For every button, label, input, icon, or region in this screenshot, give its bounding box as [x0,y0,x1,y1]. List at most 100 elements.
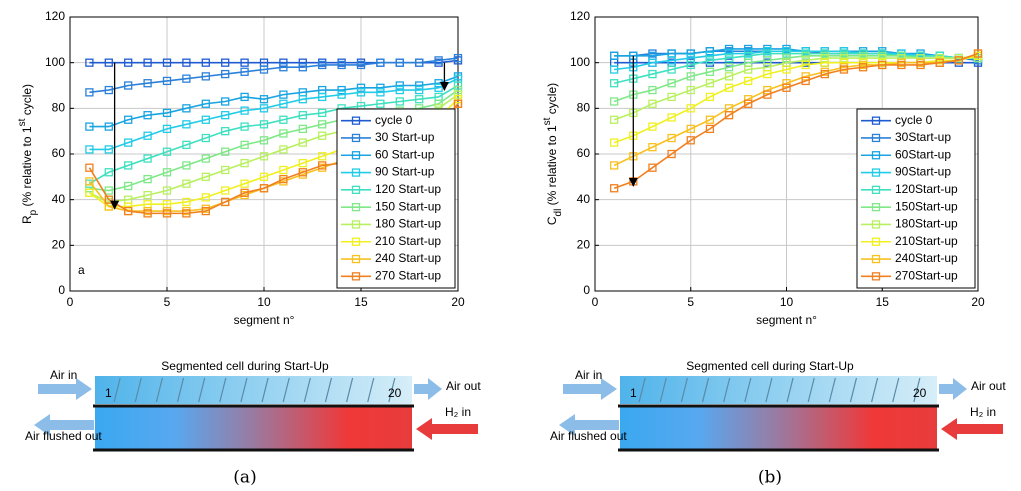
data-point [104,145,113,154]
data-point [801,51,810,60]
data-point [763,69,772,79]
data-point [376,83,385,92]
data-point [279,90,288,99]
data-point [801,60,810,70]
legend-label: 240 Start-up [375,251,441,265]
segment-divider [638,377,646,403]
data-point [201,193,210,202]
y-tick-label: 20 [577,238,591,252]
data-point [298,158,307,168]
legend-label: 90 Start-up [375,165,435,179]
data-point [453,95,463,104]
segment-divider [346,377,354,403]
air-in-arrow [563,378,617,400]
data-point [415,81,424,90]
data-point [820,69,829,79]
data-point [973,49,983,58]
data-point [259,104,269,113]
legend-label: 120Start-up [895,182,958,196]
data-point [667,65,676,74]
data-point [453,90,463,99]
legend-label: 210Start-up [895,234,958,248]
data-point [143,209,152,218]
data-point [143,190,152,200]
cell-channel [620,406,937,449]
legend-label: cycle 0 [895,113,933,127]
data-point [143,154,152,163]
data-point [298,124,307,134]
data-point [648,142,657,152]
data-point [318,161,327,170]
air-in-label: Air in [50,368,77,382]
data-point [182,74,191,83]
y-axis-label-part: st [17,118,28,126]
data-point [453,81,463,90]
y-tick-label: 80 [577,101,591,115]
data-point [801,72,810,81]
y-axis-label-part: st [542,117,553,125]
data-point [415,85,424,95]
data-point [858,63,868,72]
data-point [182,161,191,170]
data-point [667,92,676,102]
data-point [610,115,619,124]
data-point [724,72,734,81]
data-point [259,172,269,181]
data-point [801,56,810,65]
air-in-arrow [38,378,92,400]
chart: 0 20 40 60 80 100 120 0 5 10 15 20 segment n° Rp (% r… [17,9,465,327]
data-point [221,97,230,106]
segment-divider [723,377,731,403]
segment-divider [198,377,206,403]
data-point [162,76,172,86]
legend-label: 180Start-up [895,217,958,231]
legend-marker [871,254,881,264]
data-point [686,60,695,70]
segment-divider [807,377,815,403]
y-tick-label: 0 [58,283,65,297]
y-tick-label: 40 [577,192,591,206]
data-point [337,60,346,70]
legend-marker [871,133,881,143]
air-out-label: Air out [446,379,481,393]
segment-divider [765,377,773,403]
data-point [85,88,94,97]
data-point [240,179,249,188]
data-point [395,85,404,95]
data-point [240,158,249,168]
data-point [916,60,925,70]
data-point [648,122,657,131]
data-point [162,147,172,156]
y-axis-label-part: p [28,209,39,215]
y-tick-label: 100 [45,55,65,69]
data-point [259,136,269,145]
y-tick-label: 60 [52,146,66,160]
legend-marker [871,116,881,125]
legend-marker [351,272,361,281]
data-point [724,58,734,67]
data-point [182,58,191,67]
legend-marker [351,185,361,195]
legend-label: 60 Start-up [375,147,435,161]
data-point [318,60,327,70]
data-point [744,99,753,108]
data-point [240,58,249,67]
data-point [182,179,191,188]
data-point [182,209,191,218]
legend-marker [351,133,361,143]
legend-label: 90Start-up [895,165,951,179]
data-point [182,140,191,150]
data-point [279,115,288,124]
data-point [744,95,753,104]
y-axis-label-part: cycle) [545,83,559,118]
data-point [782,49,791,58]
air-out-label: Air out [971,379,1006,393]
data-point [240,67,249,76]
legend-marker [351,168,361,177]
data-point [648,99,657,108]
data-point [648,69,657,79]
x-axis-label: segment n° [756,313,817,327]
legend-label: 120 Start-up [375,182,441,196]
data-point [318,131,327,140]
y-axis-label-part: R [20,215,34,224]
